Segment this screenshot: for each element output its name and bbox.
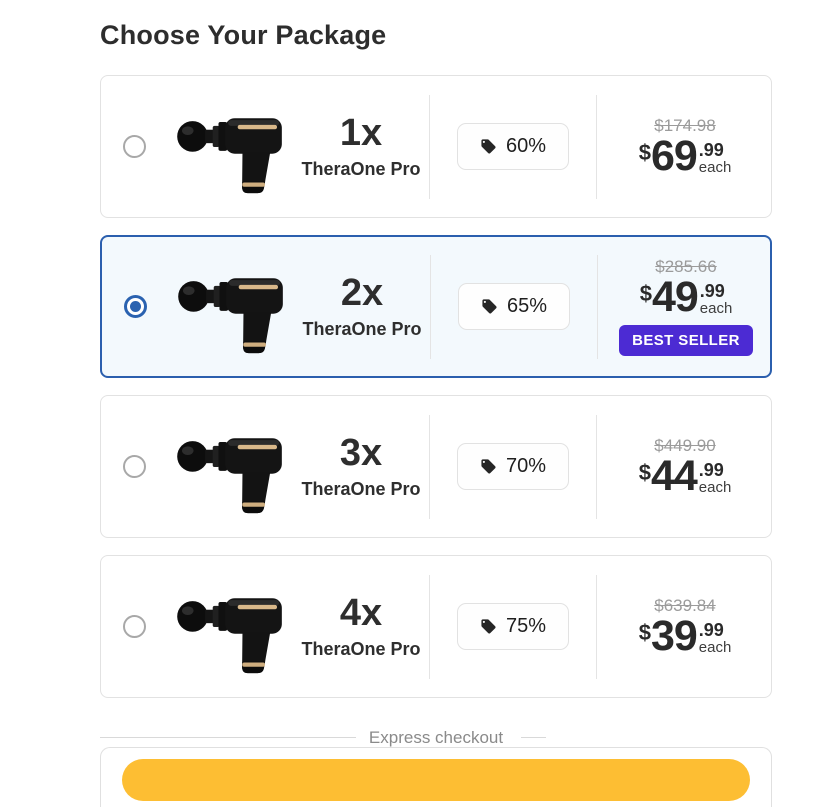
- tag-icon: [481, 619, 496, 634]
- product-image: [168, 259, 294, 355]
- divider: [596, 94, 597, 199]
- per-unit-label: each: [699, 300, 733, 318]
- original-price: $639.84: [654, 596, 716, 616]
- divider: [429, 94, 430, 199]
- product-name: TheraOne Pro: [302, 318, 422, 339]
- tag-icon: [481, 459, 496, 474]
- radio-button[interactable]: [123, 295, 147, 318]
- best-seller-badge: BEST SELLER: [619, 324, 753, 356]
- tag-icon: [481, 139, 496, 154]
- discount-value: 75%: [505, 615, 547, 637]
- unit-price: $ 44 .99 each: [597, 452, 773, 501]
- package-option-3x[interactable]: 3x TheraOne Pro 70% $449.90 $ 44 .99 eac…: [100, 395, 772, 538]
- package-option-2x[interactable]: 2x TheraOne Pro 65% $285.66 $ 49 .99 eac…: [100, 235, 772, 378]
- divider: [597, 254, 598, 359]
- divider-line: [521, 737, 546, 738]
- radio-button[interactable]: [122, 455, 146, 478]
- discount-badge: 75%: [456, 603, 570, 650]
- discount-value: 60%: [505, 135, 547, 157]
- price-cents: .99: [698, 140, 724, 161]
- quantity-label: 1x: [339, 111, 383, 154]
- product-name: TheraOne Pro: [301, 478, 421, 499]
- original-price: $449.90: [654, 436, 716, 456]
- package-option-1x[interactable]: 1x TheraOne Pro 60% $174.98 $ 69 .99 eac…: [100, 75, 772, 218]
- currency-symbol: $: [638, 460, 651, 486]
- product-image: [167, 579, 293, 675]
- price-cents: .99: [699, 281, 725, 302]
- page-title: Choose Your Package: [100, 20, 387, 50]
- price-whole: 39: [650, 612, 698, 661]
- divider: [429, 574, 430, 679]
- divider-line: [100, 737, 356, 738]
- price-whole: 44: [650, 452, 698, 501]
- radio-button[interactable]: [122, 135, 146, 158]
- radio-button[interactable]: [122, 615, 146, 638]
- quantity-label: 4x: [339, 591, 383, 634]
- currency-symbol: $: [639, 281, 652, 307]
- discount-badge: 60%: [456, 123, 570, 170]
- discount-badge: 70%: [456, 443, 570, 490]
- unit-price: $ 49 .99 each: [598, 273, 774, 322]
- divider: [430, 254, 431, 359]
- express-checkout-divider: Express checkout: [100, 728, 772, 747]
- unit-price: $ 69 .99 each: [597, 132, 773, 181]
- per-unit-label: each: [698, 159, 732, 177]
- price-cents: .99: [698, 460, 724, 481]
- price-whole: 49: [651, 273, 699, 322]
- product-name: TheraOne Pro: [301, 638, 421, 659]
- product-name: TheraOne Pro: [301, 158, 421, 179]
- paypal-express-button[interactable]: [122, 759, 750, 801]
- original-price: $285.66: [655, 257, 717, 277]
- divider: [429, 414, 430, 519]
- radio-dot: [129, 301, 141, 312]
- quantity-label: 2x: [340, 271, 384, 314]
- per-unit-label: each: [698, 639, 732, 657]
- product-image: [167, 419, 293, 515]
- original-price: $174.98: [654, 116, 716, 136]
- package-option-4x[interactable]: 4x TheraOne Pro 75% $639.84 $ 39 .99 eac…: [100, 555, 772, 698]
- unit-price: $ 39 .99 each: [597, 612, 773, 661]
- product-image: [167, 99, 293, 195]
- currency-symbol: $: [638, 620, 651, 646]
- divider: [596, 414, 597, 519]
- discount-value: 70%: [505, 455, 547, 477]
- discount-badge: 65%: [457, 283, 571, 330]
- currency-symbol: $: [638, 140, 651, 166]
- discount-value: 65%: [506, 295, 548, 317]
- express-checkout-box: [100, 747, 772, 807]
- quantity-label: 3x: [339, 431, 383, 474]
- price-whole: 69: [650, 132, 698, 181]
- per-unit-label: each: [698, 479, 732, 497]
- price-cents: .99: [698, 620, 724, 641]
- tag-icon: [482, 299, 497, 314]
- express-checkout-label: Express checkout: [368, 727, 504, 747]
- divider: [596, 574, 597, 679]
